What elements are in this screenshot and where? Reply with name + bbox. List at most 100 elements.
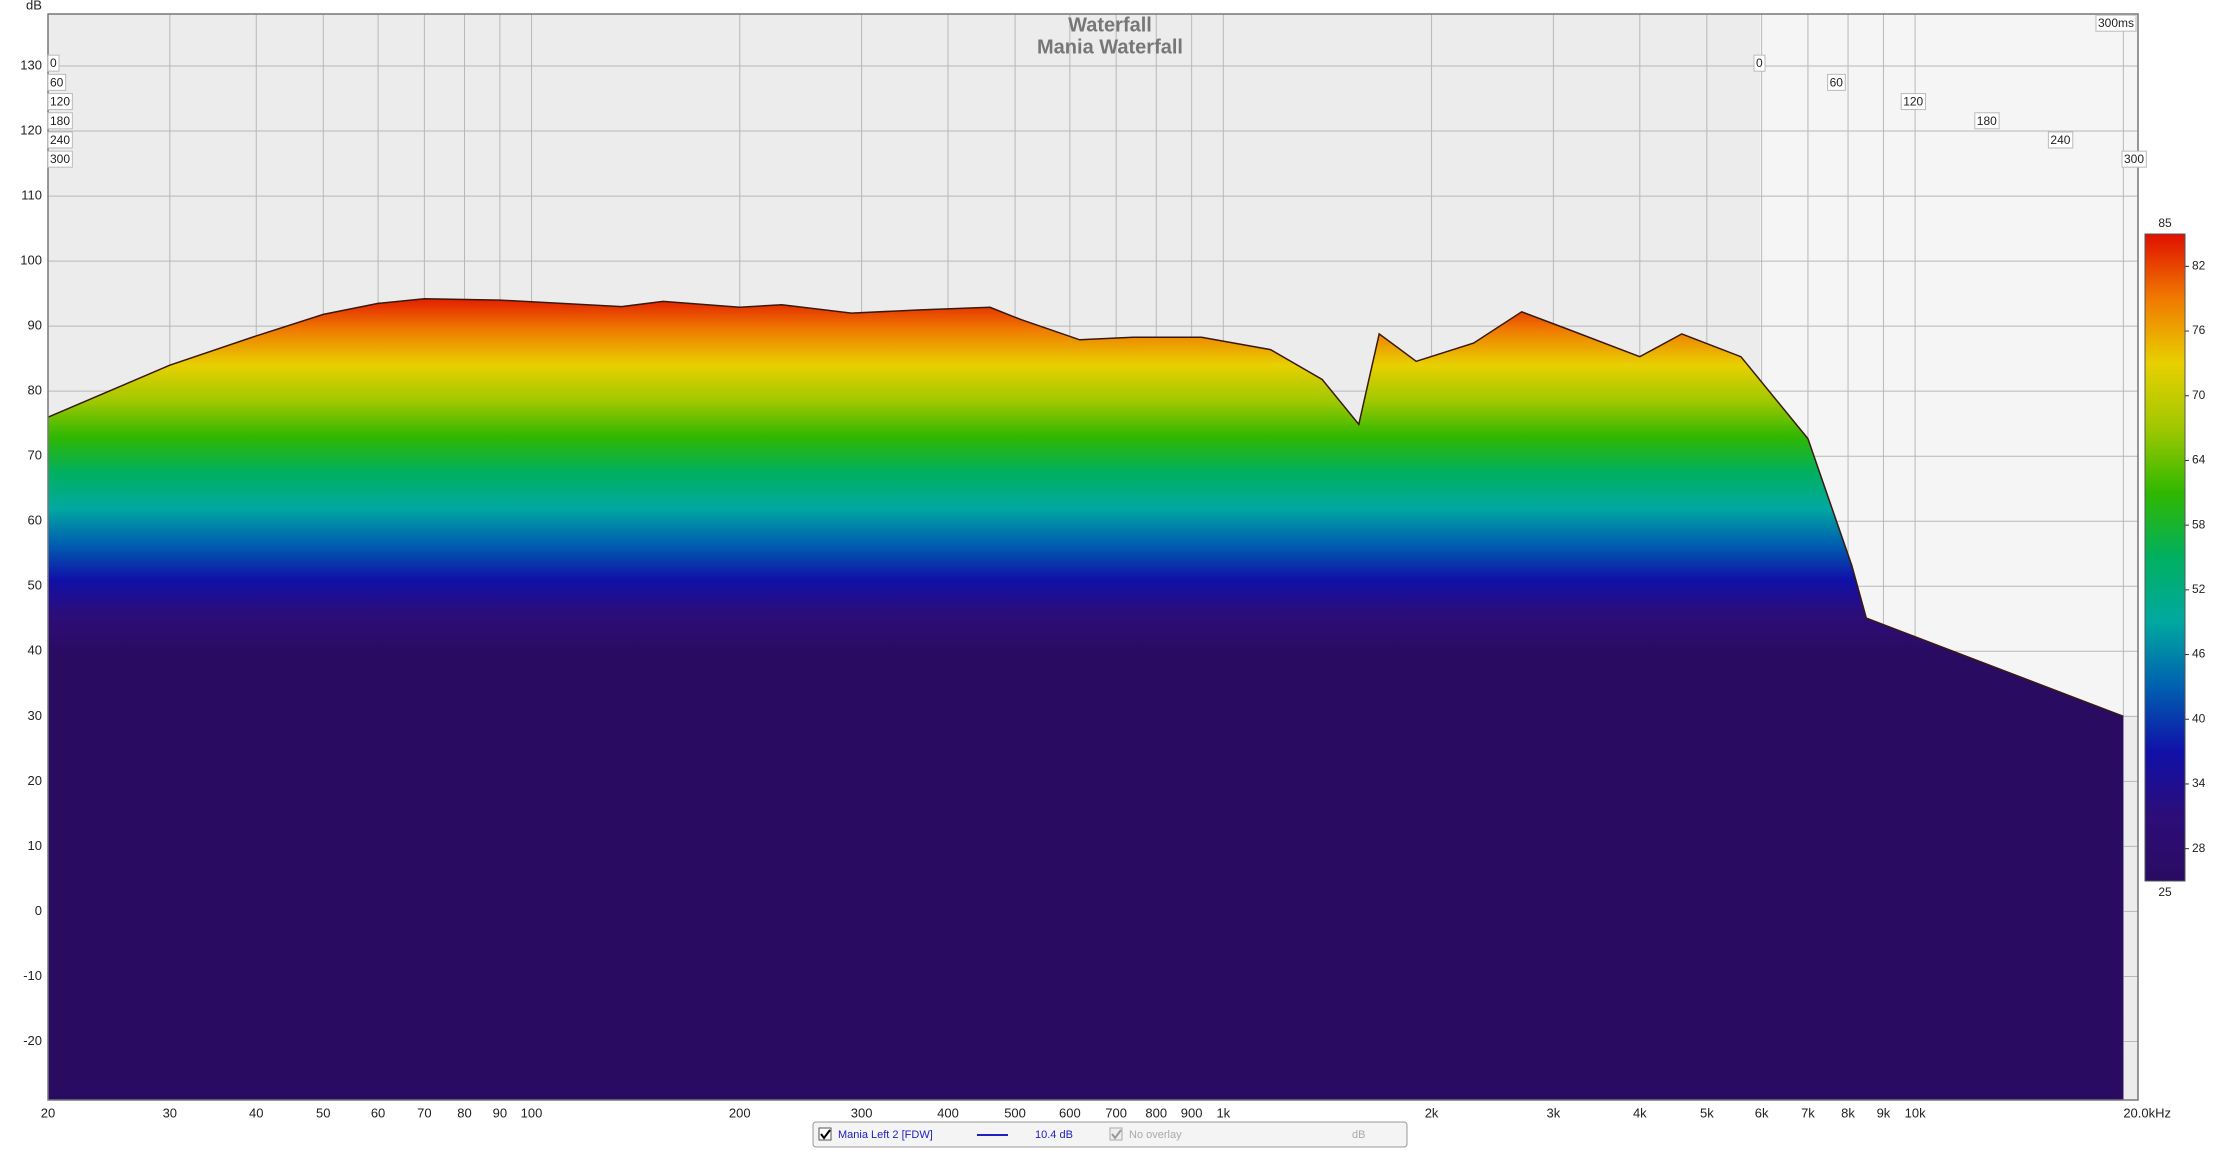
y-tick-label: 20 — [28, 773, 42, 788]
chart-title: Waterfall — [1068, 14, 1152, 36]
plot-border — [47, 13, 2139, 1101]
x-tick-label: 700 — [1105, 1105, 1127, 1120]
legend: Mania Left 2 [FDW] 10.4 dB No overlay dB — [812, 1121, 1408, 1148]
checkmark — [820, 1129, 831, 1140]
checkmark — [1111, 1129, 1122, 1140]
time-tick-label: 300 — [2124, 152, 2144, 166]
labels: -20 -10 0 10 20 30 40 50 60 70 80 90 100 110 120 130 20 3… — [20, 14, 2206, 1120]
waterfall-edge — [47, 298, 2124, 718]
time-tick-label: 60 — [50, 75, 64, 89]
overlay-unit: dB — [1352, 1129, 1365, 1141]
x-tick-label: 100 — [521, 1105, 543, 1120]
colorbar-tick-label: 34 — [2192, 776, 2206, 790]
overlay-label: No overlay — [1129, 1129, 1182, 1141]
label-box — [47, 150, 73, 168]
x-tick-label: 4k — [1633, 1105, 1647, 1120]
y-axis-label: dB — [26, 0, 42, 12]
chart-subtitle: Mania Waterfall — [1037, 36, 1183, 58]
y-tick-label: 110 — [21, 188, 42, 203]
y-tick-label: 30 — [28, 708, 42, 723]
label-box — [47, 93, 73, 111]
y-tick-label: 130 — [20, 57, 42, 72]
label-box — [47, 131, 73, 149]
x-tick-label: 200 — [729, 1105, 751, 1120]
x-tick-label: 400 — [937, 1105, 959, 1120]
label-box — [1974, 112, 2000, 130]
y-tick-label: 50 — [28, 578, 42, 593]
y-tick-label: 80 — [28, 383, 42, 398]
x-tick-label: 70 — [417, 1105, 431, 1120]
legend-label: Mania Left 2 [FDW] — [838, 1129, 933, 1141]
x-tick-label: 300 — [851, 1105, 873, 1120]
colorbar-limit: 85 — [2158, 216, 2172, 230]
y-tick-label: 120 — [20, 122, 42, 137]
x-tick-label: 500 — [1004, 1105, 1026, 1120]
colorbar-limit: 25 — [2158, 885, 2172, 899]
y-tick-label: 0 — [35, 903, 42, 918]
x-tick-label: 9k — [1877, 1105, 1891, 1120]
time-tick-label: 120 — [1903, 95, 1923, 109]
x-tick-label: 40 — [249, 1105, 263, 1120]
x-tick-label: 800 — [1145, 1105, 1167, 1120]
colorbar-tick-label: 28 — [2192, 841, 2206, 855]
time-tick-label: 0 — [50, 56, 57, 70]
time-tick-label: 300 — [50, 152, 70, 166]
y-tick-label: 90 — [28, 318, 42, 333]
checkbox[interactable] — [818, 1127, 832, 1141]
surface — [47, 298, 2124, 1100]
colorbar-tick-label: 46 — [2192, 647, 2206, 661]
colorbar-tick-label: 40 — [2192, 711, 2206, 725]
x-tick-label: 7k — [1801, 1105, 1815, 1120]
time-tick-label: 180 — [1977, 114, 1997, 128]
y-tick-label: -10 — [23, 968, 42, 983]
legend-offset: 10.4 dB — [1035, 1129, 1073, 1141]
x-tick-label: 1k — [1216, 1105, 1230, 1120]
x-tick-label: 600 — [1059, 1105, 1081, 1120]
side-wall — [1760, 14, 2138, 718]
label-box — [47, 54, 60, 72]
colorbar-tick-label: 64 — [2192, 453, 2206, 467]
label-box — [2121, 150, 2147, 168]
time-tick-label: 240 — [50, 133, 70, 147]
colorbar-tick-label: 82 — [2192, 259, 2206, 273]
label-box — [47, 73, 67, 91]
x-tick-label: 20.0kHz — [2123, 1105, 2171, 1120]
y-tick-label: -20 — [23, 1033, 42, 1048]
label-box — [2095, 14, 2137, 32]
x-tick-label: 20 — [41, 1105, 55, 1120]
label-box — [1900, 93, 1927, 111]
x-tick-label: 60 — [371, 1105, 385, 1120]
colorbar-tick-label: 52 — [2192, 582, 2206, 596]
y-tick-label: 70 — [28, 448, 42, 463]
time-tick-label: 120 — [50, 95, 70, 109]
y-tick-label: 40 — [28, 643, 42, 658]
x-tick-label: 5k — [1700, 1105, 1714, 1120]
label-box — [47, 112, 73, 130]
time-tick-label: 240 — [2050, 133, 2070, 147]
x-tick-label: 3k — [1547, 1105, 1561, 1120]
time-end-label: 300ms — [2098, 16, 2134, 30]
x-tick-label: 50 — [316, 1105, 330, 1120]
colorbar-tick-label: 58 — [2192, 517, 2206, 531]
colorbar — [2144, 233, 2186, 882]
time-tick-label: 0 — [1756, 56, 1763, 70]
x-tick-label: 6k — [1755, 1105, 1769, 1120]
time-tick-label: 180 — [50, 114, 70, 128]
x-tick-label: 2k — [1425, 1105, 1439, 1120]
time-tick-label: 60 — [1830, 75, 1844, 89]
waterfall-surface — [48, 298, 2124, 1100]
colorbar-tick-label: 70 — [2192, 388, 2206, 402]
x-tick-label: 90 — [493, 1105, 507, 1120]
colorbar-tick-label: 76 — [2192, 323, 2206, 337]
x-tick-label: 8k — [1841, 1105, 1855, 1120]
label-box — [1827, 73, 1846, 91]
x-tick-label: 30 — [163, 1105, 177, 1120]
label-box — [1753, 54, 1766, 72]
y-tick-label: 10 — [28, 838, 42, 853]
y-tick-label: 60 — [28, 513, 42, 528]
label-box — [2047, 131, 2074, 149]
x-tick-label: 10k — [1905, 1105, 1926, 1120]
x-tick-label: 80 — [457, 1105, 471, 1120]
x-tick-label: 900 — [1181, 1105, 1203, 1120]
